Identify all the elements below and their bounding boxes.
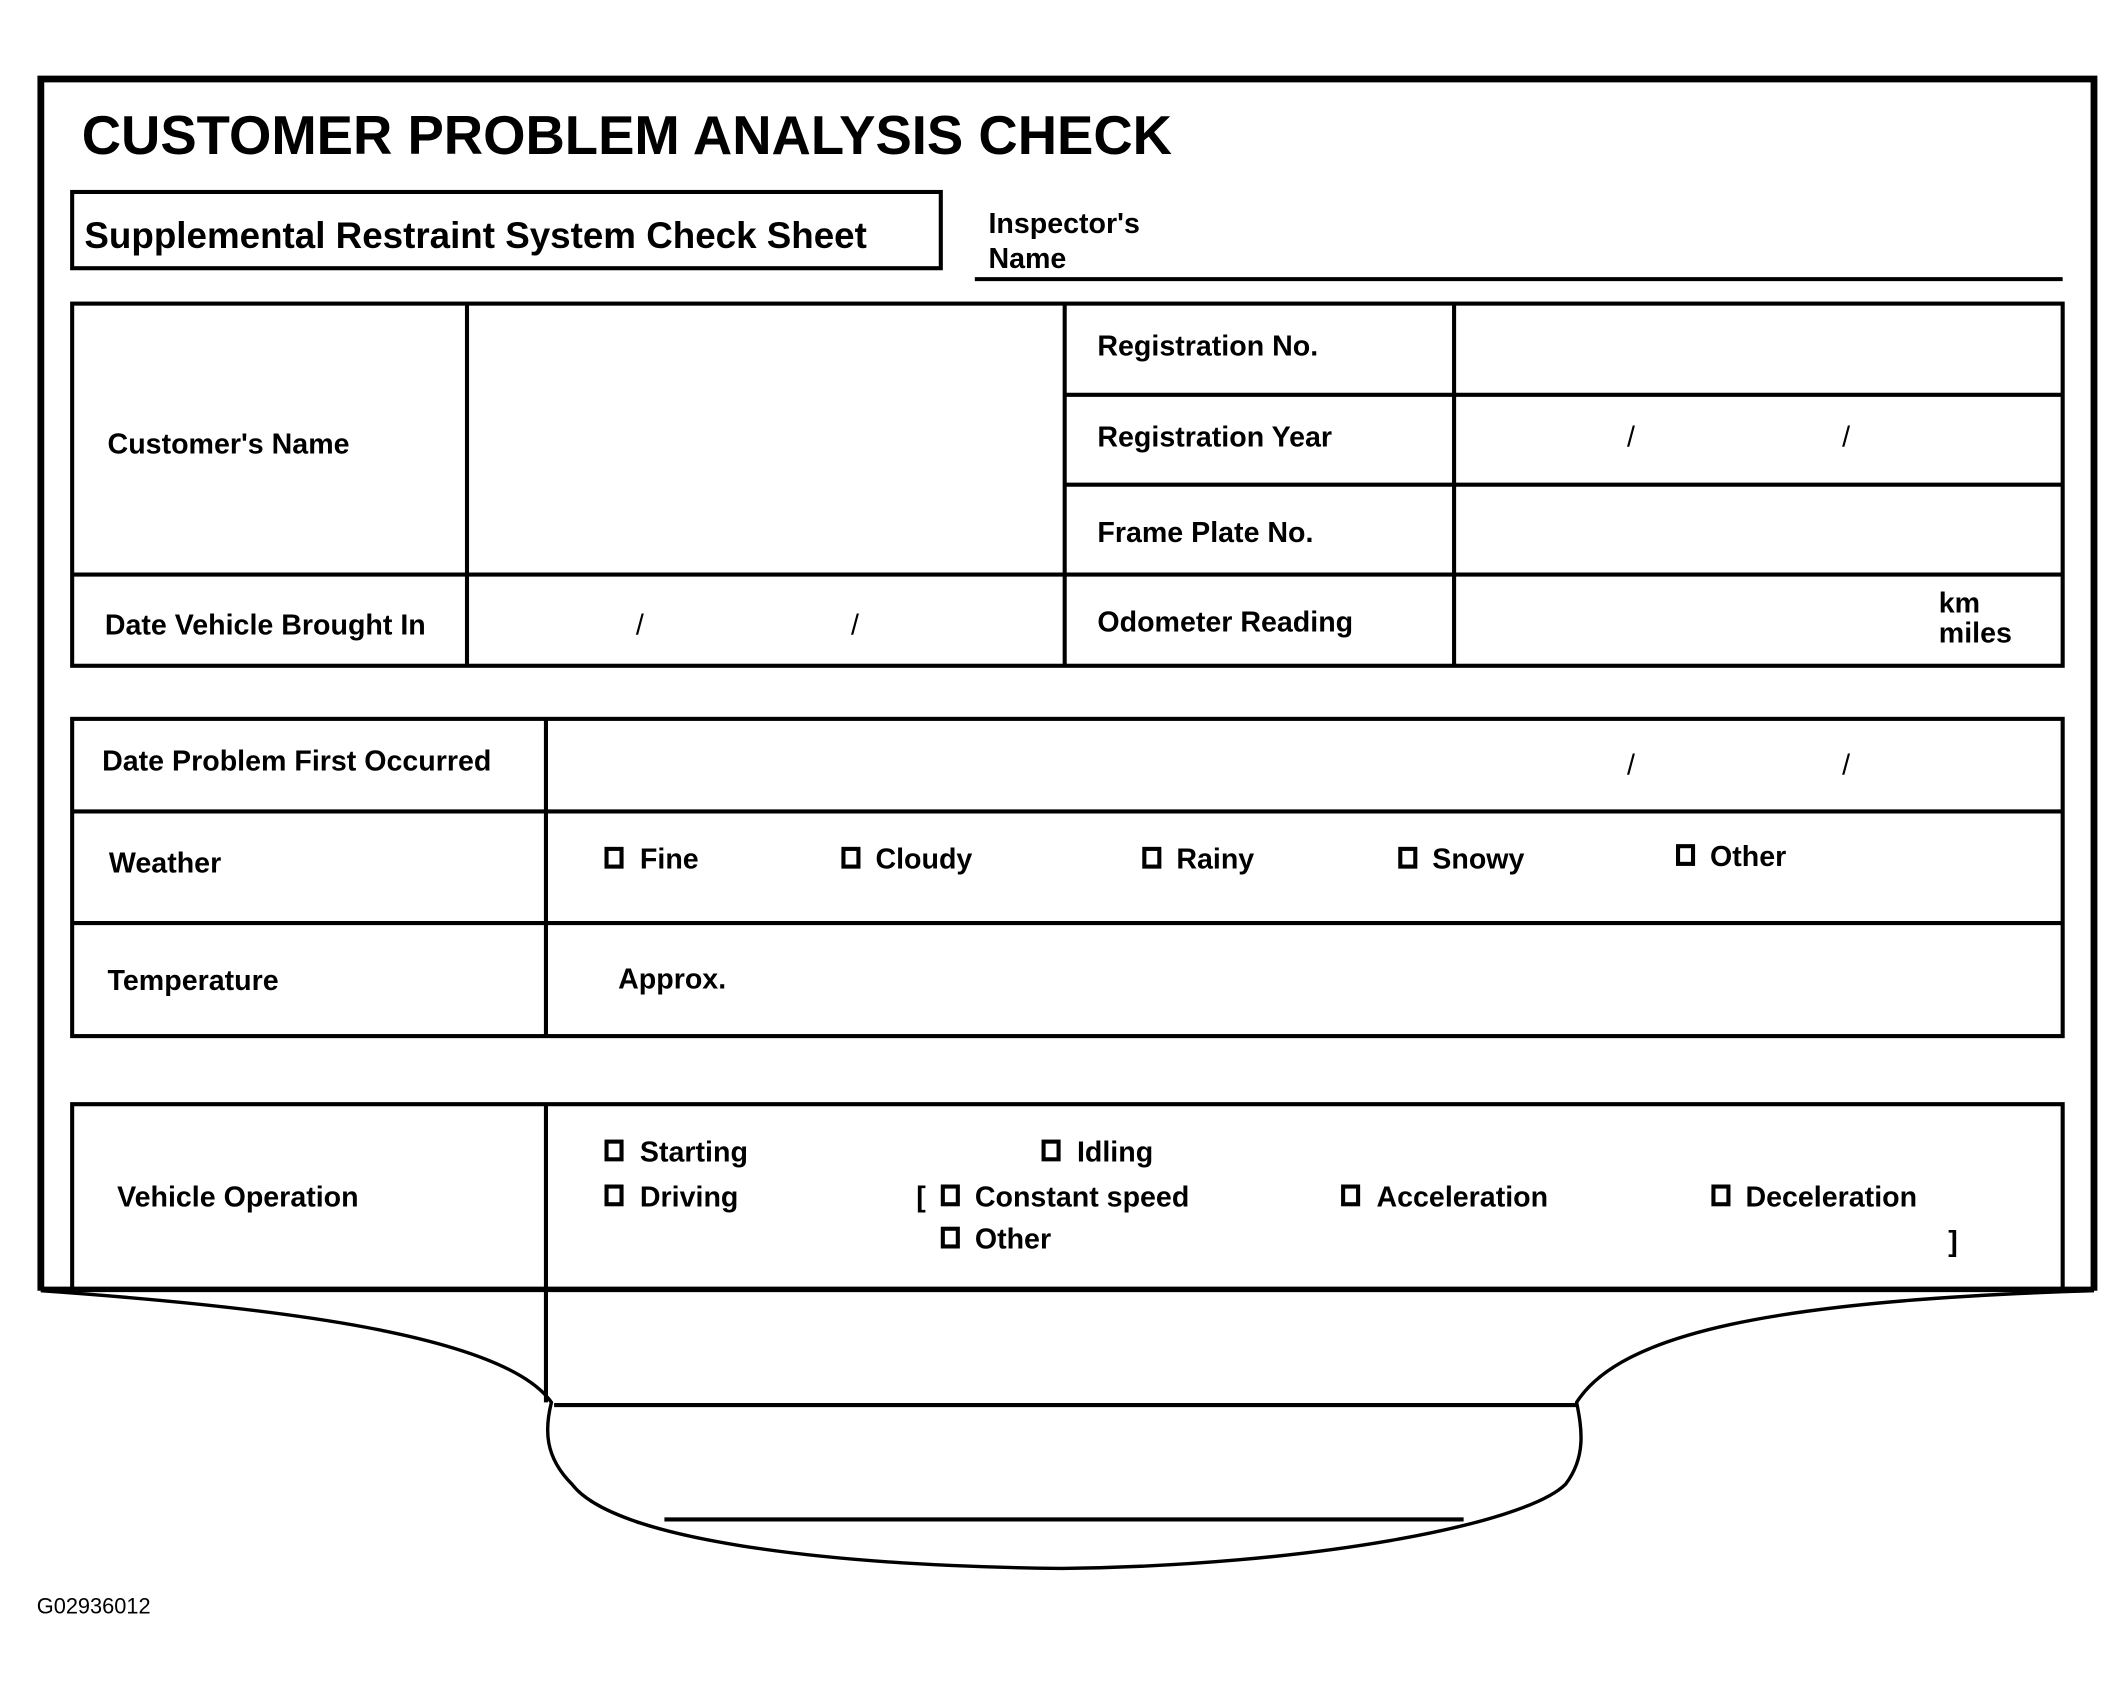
inspector-label: Inspector's <box>988 208 1140 240</box>
date-slash: / <box>850 609 859 642</box>
checkbox-rainy[interactable] <box>1142 846 1162 869</box>
checkbox-fine[interactable] <box>604 846 624 869</box>
checkbox-snowy[interactable] <box>1398 846 1418 869</box>
checkbox-deceleration[interactable] <box>1711 1184 1731 1207</box>
unit-km: km <box>1938 588 1981 620</box>
option-snowy: Snowy <box>1432 844 1525 876</box>
table3-grid <box>40 1102 2094 1403</box>
checkbox-idling[interactable] <box>1041 1139 1061 1162</box>
unit-miles: miles <box>1938 618 2012 650</box>
option-cloudy: Cloudy <box>875 844 973 876</box>
vehicle-operation-label: Vehicle Operation <box>117 1181 359 1214</box>
frame-plate-no-label: Frame Plate No. <box>1097 517 1314 549</box>
outer-border <box>37 75 2098 1291</box>
option-rainy: Rainy <box>1176 844 1255 876</box>
option-driving: Driving <box>639 1181 739 1214</box>
date-slash: / <box>1626 750 1635 782</box>
approx-label: Approx. <box>618 963 727 996</box>
bracket-open: [ <box>916 1181 926 1214</box>
checkbox-other-operation[interactable] <box>940 1226 960 1249</box>
date-slash: / <box>1626 422 1635 454</box>
inspector-label-name: Name <box>988 243 1067 276</box>
bracket-close: ] <box>1948 1226 1958 1259</box>
sheet-subtitle: Supplemental Restraint System Check Shee… <box>84 215 867 256</box>
date-slash: / <box>635 609 644 642</box>
checkbox-cloudy[interactable] <box>841 846 861 869</box>
registration-no-label: Registration No. <box>1097 330 1319 363</box>
date-brought-in-label: Date Vehicle Brought In <box>104 609 426 642</box>
option-deceleration: Deceleration <box>1745 1181 1918 1214</box>
checkbox-constant-speed[interactable] <box>940 1184 960 1207</box>
torn-bottom-shape <box>40 1289 2095 1571</box>
registration-year-label: Registration Year <box>1097 422 1333 454</box>
weather-label: Weather <box>108 848 222 880</box>
date-slash: / <box>1842 750 1851 782</box>
checkbox-driving[interactable] <box>604 1184 624 1207</box>
customers-name-label: Customer's Name <box>107 428 350 461</box>
option-fine: Fine <box>639 844 699 876</box>
checkbox-starting[interactable] <box>604 1139 624 1162</box>
figure-id: G02936012 <box>36 1595 151 1619</box>
odometer-label: Odometer Reading <box>1097 607 1354 639</box>
checkbox-other-weather[interactable] <box>1676 844 1696 866</box>
option-idling: Idling <box>1076 1136 1154 1169</box>
date-first-occurred-label: Date Problem First Occurred <box>102 746 492 778</box>
option-constant-speed: Constant speed <box>974 1181 1190 1214</box>
page-title: CUSTOMER PROBLEM ANALYSIS CHECK <box>81 106 1173 167</box>
date-slash: / <box>1842 422 1851 454</box>
option-other-weather: Other <box>1710 841 1787 873</box>
table1-grid <box>70 301 2065 668</box>
option-starting: Starting <box>639 1136 748 1169</box>
option-other-operation: Other <box>974 1223 1052 1256</box>
subtitle-box <box>70 189 943 271</box>
temperature-label: Temperature <box>107 965 279 997</box>
option-acceleration: Acceleration <box>1376 1181 1549 1214</box>
checkbox-acceleration[interactable] <box>1341 1184 1361 1207</box>
table2-grid <box>70 716 2065 1039</box>
